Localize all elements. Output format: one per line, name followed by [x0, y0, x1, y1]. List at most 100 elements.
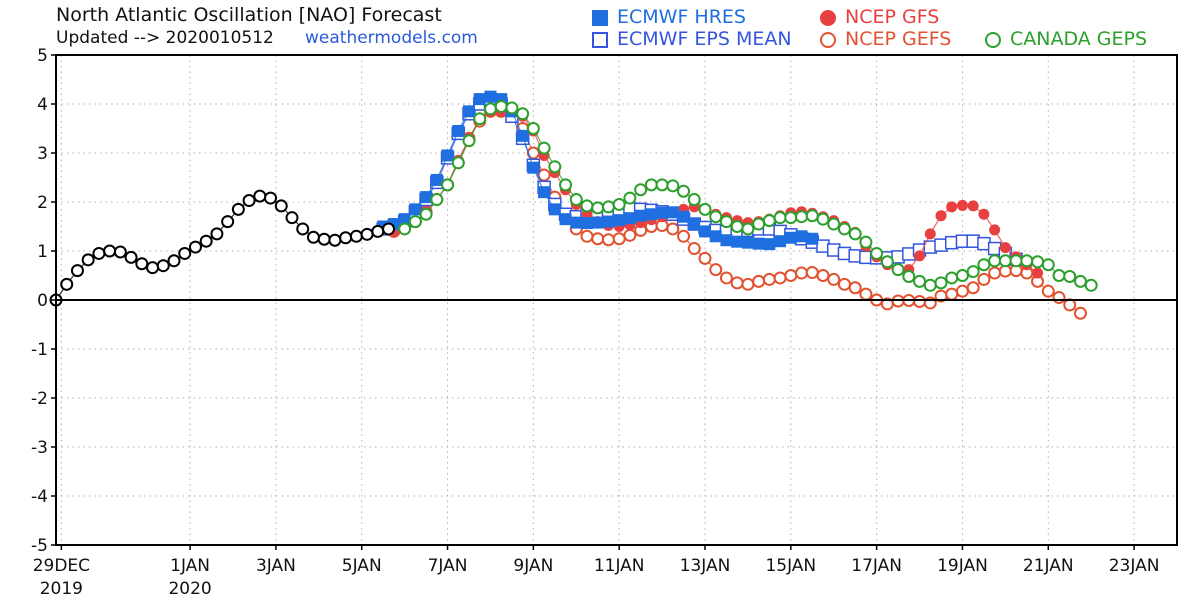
data-point [870, 246, 884, 260]
data-point [923, 278, 937, 292]
data-point [698, 202, 712, 216]
data-point [264, 191, 278, 205]
data-point [752, 274, 766, 288]
data-point [420, 191, 433, 204]
y-tick-label: -2 [31, 389, 48, 409]
data-point [296, 222, 310, 236]
data-point [999, 242, 1011, 254]
data-point [752, 237, 765, 250]
data-point [730, 220, 744, 233]
data-point [816, 269, 830, 282]
x-tick-label: 13JAN [680, 556, 731, 576]
data-point [946, 201, 958, 213]
data-point [451, 156, 465, 170]
data-point [60, 277, 74, 291]
data-point [580, 229, 594, 243]
data-point [559, 213, 572, 226]
data-point [601, 200, 615, 214]
data-point [677, 229, 691, 243]
data-point [328, 233, 342, 247]
data-point [382, 222, 396, 236]
data-point [666, 206, 679, 219]
data-point [795, 230, 808, 243]
data-point [795, 210, 809, 224]
y-tick-label: 1 [37, 242, 48, 262]
data-point [752, 217, 766, 231]
data-point [1063, 269, 1077, 283]
data-point [945, 271, 959, 285]
legend-label: ECMWF EPS MEAN [617, 28, 792, 50]
data-point [441, 178, 455, 192]
data-point [774, 235, 787, 248]
data-point [103, 244, 117, 258]
y-tick-label: 5 [37, 46, 48, 66]
data-point [677, 184, 691, 198]
data-point [537, 141, 551, 155]
data-point [92, 246, 106, 260]
data-point [516, 107, 530, 121]
site-link[interactable]: weathermodels.com [305, 28, 478, 48]
data-point [613, 214, 626, 227]
data-point [762, 214, 776, 228]
x-tick-label: 17JAN [851, 556, 902, 576]
data-point [612, 232, 626, 246]
data-point [462, 134, 476, 148]
x-tick-label: 19JAN [937, 556, 988, 576]
data-point [538, 186, 551, 199]
data-point [360, 227, 374, 241]
data-point [644, 178, 658, 192]
legend-label: CANADA GEPS [1010, 28, 1148, 50]
legend-ncep-gfs: NCEP GFS [820, 8, 939, 27]
data-point [430, 173, 443, 186]
data-point [805, 266, 819, 280]
x-tick-label: 23JAN [1109, 556, 1160, 576]
data-point [581, 217, 593, 230]
data-point [452, 124, 465, 137]
data-point [210, 227, 224, 241]
legend-label: ECMWF HRES [617, 6, 746, 28]
data-point [666, 179, 680, 193]
data-point [998, 254, 1012, 268]
y-tick-label: -3 [31, 438, 48, 458]
data-point [113, 245, 127, 259]
x-tick-label: 15JAN [765, 556, 816, 576]
data-point [483, 102, 497, 116]
data-point [285, 211, 299, 225]
data-point [505, 101, 519, 115]
y-tick-label: 3 [37, 144, 48, 164]
x-tick-label: 7JAN [428, 556, 468, 576]
legend-canada-geps: CANADA GEPS [985, 30, 1147, 49]
data-point [655, 178, 669, 192]
data-point [548, 203, 561, 216]
data-point [398, 213, 411, 226]
data-point [816, 212, 830, 226]
data-point [441, 149, 454, 162]
data-point [709, 263, 723, 277]
data-point [601, 233, 615, 247]
open-circle-icon [820, 31, 836, 48]
data-point [473, 93, 486, 106]
data-point [1084, 278, 1098, 292]
data-point [591, 232, 605, 246]
data-point [762, 272, 776, 286]
data-point [527, 161, 540, 174]
x-tick-label: 21JAN [1023, 556, 1074, 576]
data-point [859, 287, 873, 301]
data-point [516, 129, 529, 142]
data-point [612, 197, 626, 211]
data-point [623, 191, 637, 205]
data-point [677, 210, 690, 223]
data-point [1020, 254, 1034, 268]
data-point [548, 160, 562, 174]
legend-ecmwf-eps: ECMWF EPS MEAN [592, 30, 792, 49]
data-point [687, 193, 701, 207]
data-point [221, 215, 235, 229]
data-point [569, 193, 583, 207]
x-tick-label: 3JAN [256, 556, 296, 576]
data-point [805, 209, 819, 223]
data-point [634, 209, 647, 222]
data-point [966, 265, 980, 279]
data-point [806, 232, 819, 245]
data-point [473, 112, 487, 126]
